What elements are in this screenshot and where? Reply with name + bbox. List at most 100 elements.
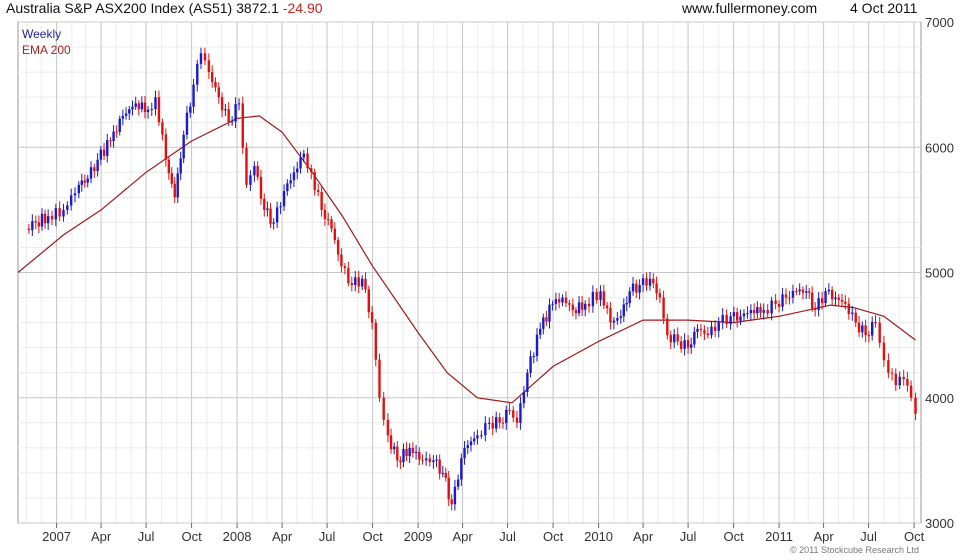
candle-body [683,340,686,349]
candle-body [428,458,431,463]
candle-body [245,147,248,185]
candle-body [253,166,256,176]
candle-body [635,283,638,293]
candle-body [498,417,501,423]
candle-body [645,278,648,286]
candle-body [299,157,302,169]
candle-body [408,447,411,457]
candle-body [824,291,827,304]
candle-body [77,184,81,194]
candle-body [146,109,150,112]
candle-body [469,441,473,446]
candle-body [847,303,850,314]
candle-body [662,297,665,319]
candle-body [874,322,877,324]
candle-body [837,297,840,300]
y-tick-label: 7000 [925,15,954,30]
candle-body [564,297,568,304]
candle-body [432,460,435,463]
candle-body [50,216,54,220]
candle-body [224,109,227,111]
candle-body [386,419,390,436]
x-tick-label: 2009 [404,529,433,544]
candle-body [599,291,602,301]
candle-body [378,359,381,398]
y-axis: 3000 4000 5000 6000 7000 [925,15,954,531]
candle-body [619,316,623,319]
candle-body [441,472,444,474]
candle-body [330,219,333,229]
candle-body [878,322,881,343]
candle-body [574,310,578,314]
candle-body [396,446,399,461]
candle-body [529,356,532,373]
x-tick-label: 2010 [584,529,613,544]
candle-body [542,317,545,329]
candle-body [655,283,658,294]
candle-body [914,397,917,414]
title-text: Australia S&P ASX200 Index (AS51) [6,0,233,16]
legend-ema: EMA 200 [22,43,71,57]
candle-body [706,333,710,336]
candle-body [80,180,83,185]
candle-body [234,104,237,122]
candle-body [501,422,505,424]
candle-body [292,172,296,181]
x-tick-label: 2008 [223,529,252,544]
candle-body [508,409,511,411]
y-tick-label: 4000 [925,391,954,406]
x-tick-label: Jul [138,529,155,544]
y-tick-label: 3000 [925,516,954,531]
candle-body [820,298,824,304]
candle-body [693,331,696,345]
candle-body [591,291,595,307]
candle-body [686,340,690,348]
candle-body [83,180,86,183]
candle-body [827,289,831,292]
candle-body [625,303,628,305]
candle-body [306,153,309,169]
candle-body [450,499,453,505]
candle-body [279,206,282,208]
candle-body [370,312,374,323]
candle-body [587,303,591,307]
candle-body [161,122,164,135]
candle-body [182,134,185,159]
candle-body [851,312,854,314]
candle-body [628,291,631,304]
price-series [27,47,917,511]
candle-body [137,103,140,110]
candle-body [115,131,118,133]
candle-body [414,451,418,453]
candle-body [460,458,463,480]
candle-body [548,304,551,322]
y-tick-label: 6000 [925,140,954,155]
candle-body [185,112,189,135]
candle-body [882,342,886,361]
candle-body [894,373,897,386]
candle-body [710,326,713,336]
candle-body [220,97,224,111]
candle-body [721,314,724,323]
candle-body [466,445,469,448]
candle-body [805,291,808,293]
candle-body [411,447,415,453]
candle-body [791,290,795,298]
candle-body [577,302,581,314]
candle-body [535,334,539,357]
candle-body [176,173,179,198]
candle-body [27,228,31,231]
x-tick-label: Apr [633,529,654,544]
candle-body [310,168,313,173]
candle-body [844,301,847,304]
legend-weekly: Weekly [22,27,62,41]
candle-body [389,435,393,450]
candle-body [357,277,360,287]
candle-body [887,360,890,373]
site-url[interactable]: www.fullermoney.com [682,0,818,16]
candle-body [813,308,817,311]
candle-body [382,397,385,420]
candle-body [539,328,542,335]
candle-body [179,158,182,174]
candle-body [217,87,220,98]
